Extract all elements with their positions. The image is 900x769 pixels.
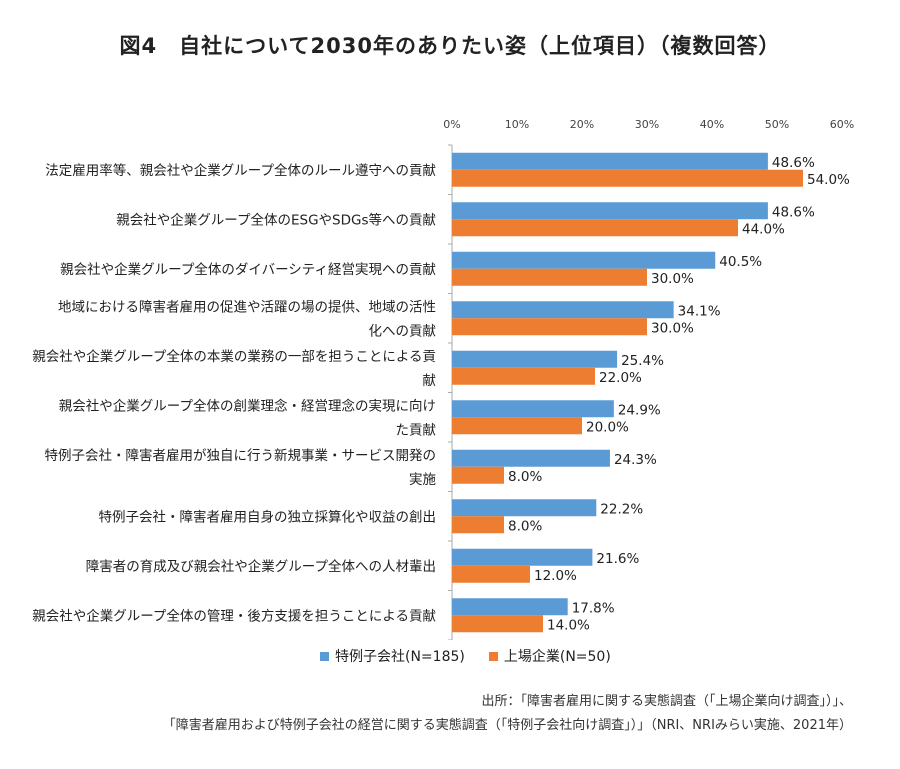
legend-item-series1: 特例子会社(N=185) (320, 646, 465, 666)
bar-series2 (452, 219, 738, 237)
legend-swatch-series1 (320, 651, 329, 661)
bar-series2 (452, 268, 647, 286)
data-label: 40.5% (719, 254, 762, 270)
category-label: 親会社や企業グループ全体のダイバーシティ経営実現への貢献 (60, 261, 436, 278)
bar-series1 (452, 499, 597, 517)
data-label: 48.6% (772, 204, 815, 220)
bar-series1 (452, 152, 768, 170)
data-label: 8.0% (508, 518, 542, 534)
data-label: 14.0% (547, 617, 590, 633)
x-tick-label: 20% (570, 118, 594, 131)
data-label: 44.0% (742, 221, 785, 237)
bar-series1 (452, 400, 614, 418)
data-label: 30.0% (651, 271, 694, 287)
category-label: 親会社や企業グループ全体の本業の業務の一部を担うことによる貢 (32, 348, 436, 365)
bar-series2 (452, 367, 595, 385)
bar-series2 (452, 417, 582, 435)
bar-series2 (452, 318, 647, 336)
legend-swatch-series2 (488, 651, 498, 661)
data-label: 12.0% (534, 568, 577, 584)
category-label: 特例子会社・障害者雇用が独自に行う新規事業・サービス開発の (45, 447, 437, 464)
legend-label-series1: 特例子会社(N=185) (335, 649, 465, 665)
category-label: 献 (423, 373, 437, 389)
data-label: 24.3% (614, 452, 657, 468)
bar-series1 (452, 548, 593, 566)
bar-series2 (452, 615, 543, 633)
bar-chart: 0% 10% 20% 30% 40% 50% 60% 法定雇用率等、親会社や企業グループ全体の… (32, 118, 854, 640)
category-label: た貢献 (396, 422, 437, 438)
category-label: 実施 (409, 472, 436, 488)
data-label: 17.8% (572, 600, 615, 616)
bar-series1 (452, 202, 768, 220)
bar-series1 (452, 598, 568, 616)
source-line-2: 「障害者雇用および特例子会社の経営に関する実態調査（「特例子会社向け調査」）」（… (162, 718, 852, 733)
data-label: 20.0% (586, 419, 629, 435)
x-tick-label: 40% (700, 118, 724, 131)
category-label: 特例子会社・障害者雇用自身の独立採算化や収益の創出 (99, 508, 437, 525)
x-tick-label: 50% (765, 118, 789, 131)
bar-series1 (452, 301, 674, 319)
x-tick-label: 0% (443, 118, 460, 131)
data-label: 24.9% (618, 402, 661, 418)
category-label: 化への貢献 (369, 323, 437, 339)
category-label: 親会社や企業グループ全体の創業理念・経営理念の実現に向け (59, 397, 436, 414)
bar-series2 (452, 516, 504, 534)
source-line-1: 出所：「障害者雇用に関する実態調査（「上場企業向け調査」）」、 (481, 694, 852, 709)
data-label: 54.0% (807, 172, 850, 188)
category-label: 法定雇用率等、親会社や企業グループ全体のルール遵守への貢献 (45, 162, 436, 179)
bar-series2 (452, 466, 504, 484)
bar-series1 (452, 350, 618, 368)
chart-title: 図4 自社について2030年のありたい姿（上位項目）（複数回答） (119, 34, 781, 58)
x-tick-label: 10% (505, 118, 529, 131)
data-label: 34.1% (678, 303, 721, 319)
data-label: 25.4% (621, 353, 664, 369)
data-label: 30.0% (651, 320, 694, 336)
legend-item-series2: 上場企業(N=50) (488, 646, 611, 666)
bar-series2 (452, 565, 530, 583)
data-label: 8.0% (508, 469, 542, 485)
source-note: 出所：「障害者雇用に関する実態調査（「上場企業向け調査」）」、 「障害者雇用およ… (163, 690, 852, 738)
category-label: 親会社や企業グループ全体のESGやSDGs等への貢献 (116, 211, 436, 228)
category-label: 障害者の育成及び親会社や企業グループ全体への人材輩出 (86, 558, 436, 575)
data-label: 22.2% (600, 501, 643, 517)
data-label: 22.0% (599, 370, 642, 386)
bar-series1 (452, 251, 716, 269)
category-label: 地域における障害者雇用の促進や活躍の場の提供、地域の活性 (58, 298, 436, 315)
bar-series2 (452, 169, 803, 187)
legend: 特例子会社(N=185) 上場企業(N=50) (320, 646, 611, 666)
bar-series1 (452, 449, 610, 467)
x-tick-label: 60% (830, 118, 854, 131)
x-tick-label: 30% (635, 118, 659, 131)
data-label: 21.6% (596, 551, 639, 567)
legend-label-series2: 上場企業(N=50) (503, 649, 611, 665)
data-label: 48.6% (772, 155, 815, 171)
category-label: 親会社や企業グループ全体の管理・後方支援を担うことによる貢献 (32, 607, 436, 624)
